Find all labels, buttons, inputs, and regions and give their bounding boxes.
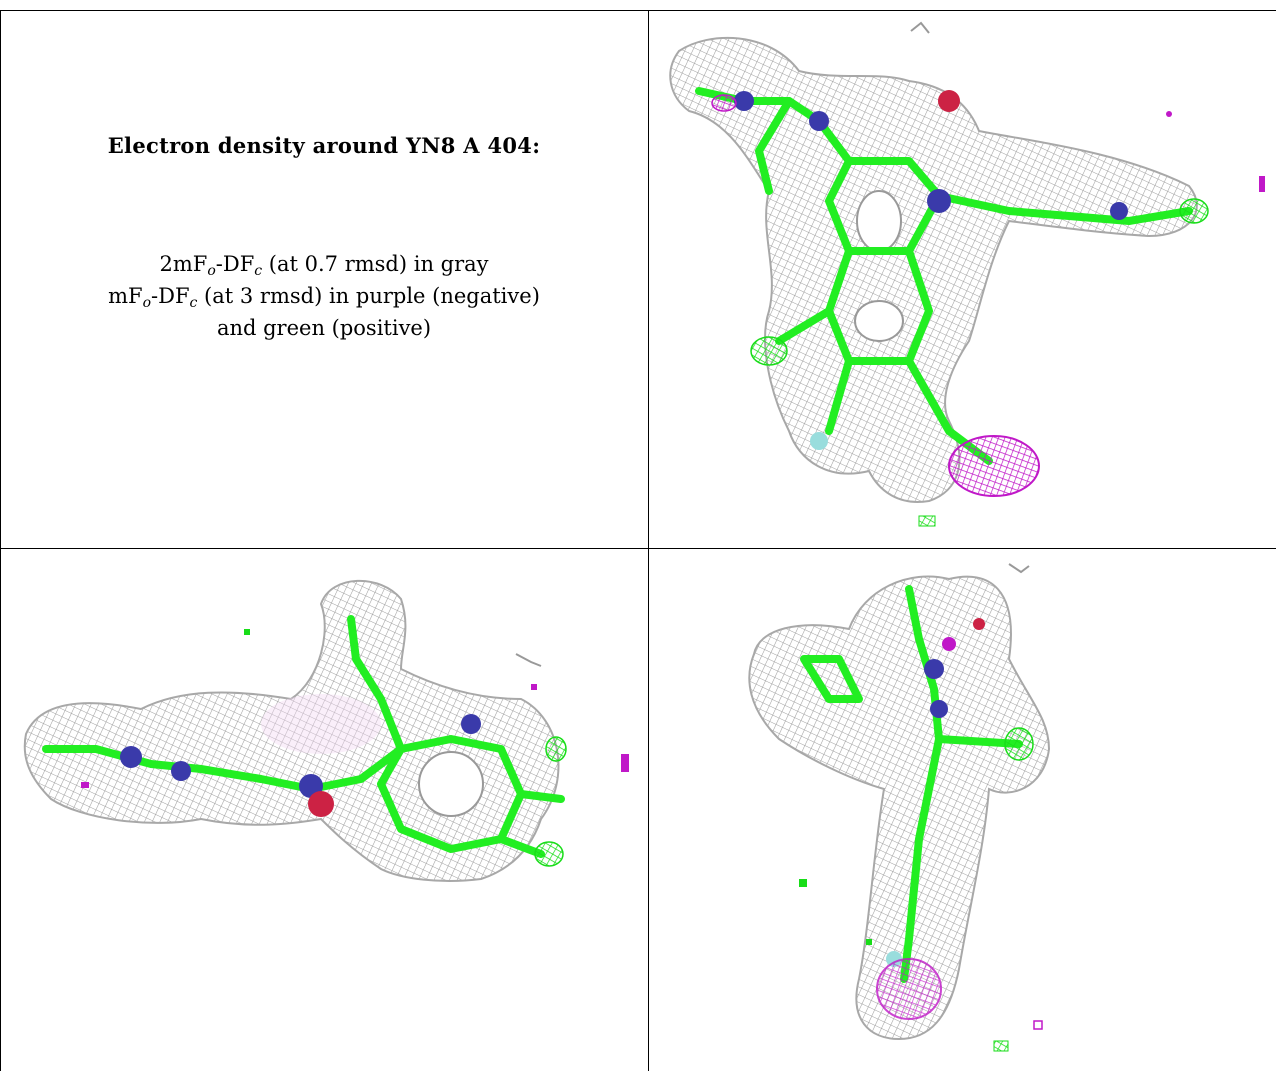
border-middle-vertical [648, 10, 649, 1071]
caption-description: 2mFo-DFc (at 0.7 rmsd) in gray mFo-DFc (… [0, 248, 648, 344]
border-left [0, 10, 1, 1071]
density-view-top-right [649, 11, 1276, 548]
density-view-bottom-right [649, 549, 1276, 1071]
caption-title: Electron density around YN8 A 404: [107, 133, 541, 158]
caption-cell: Electron density around YN8 A 404: 2mFo-… [0, 0, 648, 548]
caption-line-1: 2mFo-DFc (at 0.7 rmsd) in gray [159, 252, 489, 279]
border-top [0, 10, 1276, 11]
border-middle-horizontal [0, 548, 1276, 549]
density-view-bottom-left [1, 549, 648, 1071]
caption-line-3: and green (positive) [216, 316, 432, 340]
caption-line-2: mFo-DFc (at 3 rmsd) in purple (negative) [108, 284, 540, 311]
